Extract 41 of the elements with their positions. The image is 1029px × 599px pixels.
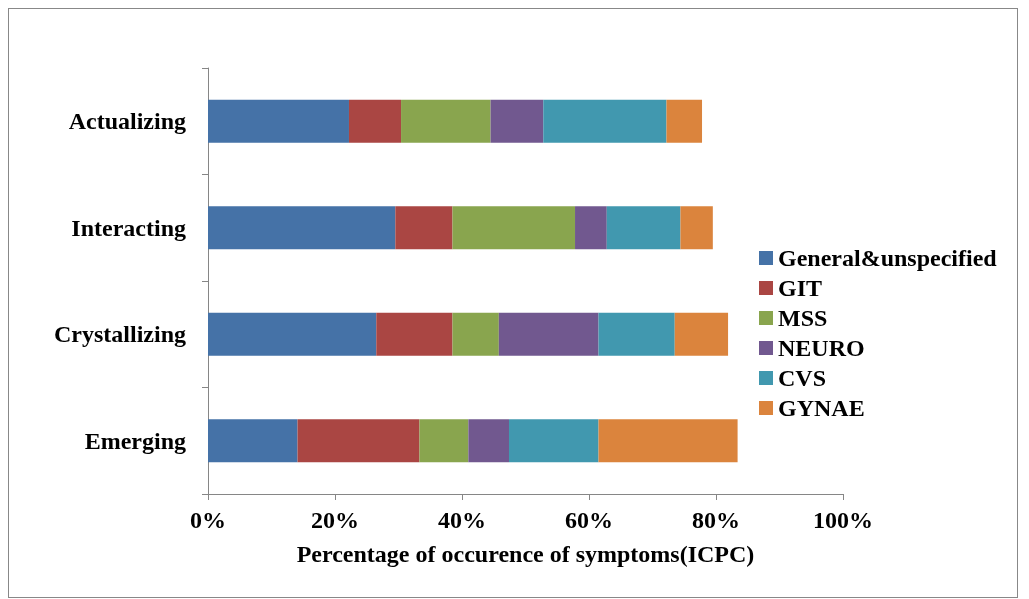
bar	[395, 206, 453, 250]
bar	[452, 312, 499, 356]
x-tick-label: 60%	[565, 507, 613, 533]
y-tick-label: Actualizing	[68, 108, 186, 135]
bar	[452, 206, 576, 250]
y-tick-label: Interacting	[71, 214, 186, 241]
bar	[208, 419, 298, 463]
bar	[674, 312, 729, 356]
legend-label: CVS	[778, 365, 827, 391]
bar	[297, 419, 420, 463]
bar	[208, 312, 377, 356]
x-tick-label: 40%	[438, 507, 486, 533]
x-tick-label: 80%	[692, 507, 740, 533]
bar	[419, 419, 469, 463]
bar	[666, 99, 703, 143]
bar	[348, 99, 402, 143]
x-tick-label: 0%	[190, 507, 226, 533]
x-tick-label: 100%	[813, 507, 873, 533]
y-tick-label: Emerging	[84, 427, 186, 454]
bar	[208, 99, 349, 143]
bar	[543, 99, 667, 143]
bar	[598, 419, 738, 463]
x-axis-title: Percentage of occurence of symptoms(ICPC)	[296, 541, 755, 567]
legend-label: MSS	[778, 305, 828, 331]
bar	[468, 419, 509, 463]
legend-label: General&unspecified	[778, 245, 998, 271]
legend-label: GIT	[778, 275, 823, 301]
bar	[498, 312, 599, 356]
y-tick-label: Crystallizing	[54, 321, 186, 348]
x-tick-label: 20%	[311, 507, 359, 533]
bar	[598, 312, 675, 356]
bar	[208, 206, 396, 250]
bar	[490, 99, 544, 143]
bar	[376, 312, 453, 356]
bar	[401, 99, 491, 143]
legend-label: NEURO	[778, 335, 865, 361]
legend-label: GYNAE	[778, 395, 865, 421]
bar	[575, 206, 607, 250]
bar	[680, 206, 713, 250]
bar	[508, 419, 599, 463]
bar	[606, 206, 681, 250]
